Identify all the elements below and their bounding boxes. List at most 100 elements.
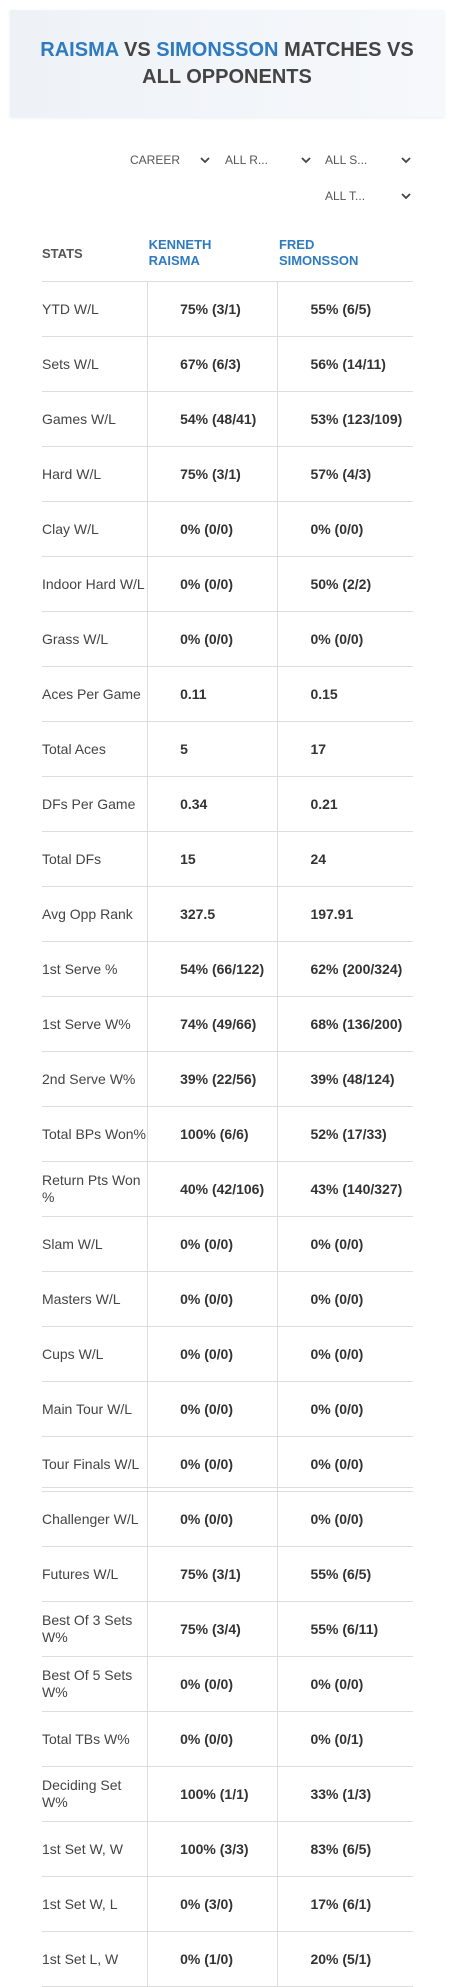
stat-row: 1st Serve % 54% (66/122) 62% (200/324): [42, 941, 413, 997]
stat-value: 0.15: [277, 666, 413, 722]
stat-label: Slam W/L: [42, 1216, 148, 1272]
title-part: MATCHES VS ALL OPPONENTS: [142, 38, 414, 88]
stat-value: 0% (0/0): [147, 611, 278, 667]
stat-label: Tour Finals W/L: [42, 1436, 148, 1492]
stat-label: Return Pts Won %: [42, 1161, 148, 1217]
filter-dropdown[interactable]: ALL S...: [325, 152, 411, 168]
stat-label: 1st Set W, W: [42, 1821, 148, 1877]
stat-label: Cups W/L: [42, 1326, 148, 1382]
stat-value: 83% (6/5): [277, 1821, 413, 1877]
stat-value: 57% (4/3): [277, 446, 413, 502]
stat-label: Sets W/L: [42, 336, 148, 392]
stat-row: Tour Finals W/L 0% (0/0) 0% (0/0): [42, 1436, 413, 1492]
stat-value: 0% (3/0): [147, 1876, 278, 1932]
stat-value: 55% (6/11): [277, 1601, 413, 1657]
stat-value: 17% (6/1): [277, 1876, 413, 1932]
stat-value: 40% (42/106): [147, 1161, 278, 1217]
stat-label: DFs Per Game: [42, 776, 148, 832]
stat-label: 2nd Serve W%: [42, 1051, 148, 1107]
stat-row: Games W/L 54% (48/41) 53% (123/109): [42, 391, 413, 447]
stat-label: 1st Set W, L: [42, 1876, 148, 1932]
stat-row: Aces Per Game 0.11 0.15: [42, 666, 413, 722]
stat-value: 75% (3/1): [147, 281, 278, 337]
column-header: STATS: [42, 225, 148, 282]
title-part: RAISMA: [40, 38, 119, 61]
header-card: RAISMA VS SIMONSSON MATCHES VS ALL OPPON…: [10, 10, 444, 117]
stat-value: 0% (0/0): [147, 1491, 278, 1547]
filter-label: CAREER: [130, 153, 181, 167]
stat-value: 0% (0/0): [277, 1491, 413, 1547]
stat-value: 67% (6/3): [147, 336, 278, 392]
stat-value: 0% (0/0): [147, 1436, 278, 1492]
stat-row: 1st Set W, L 0% (3/0) 17% (6/1): [42, 1876, 413, 1932]
stat-value: 0% (1/0): [147, 1931, 278, 1987]
stat-label: 1st Serve %: [42, 941, 148, 997]
stat-label: Deciding Set W%: [42, 1766, 148, 1822]
stat-value: 52% (17/33): [277, 1106, 413, 1162]
chevron: [200, 156, 210, 163]
stat-value: 0% (0/0): [147, 556, 278, 612]
stat-value: 0% (0/0): [277, 611, 413, 667]
stat-row: 1st Serve W% 74% (49/66) 68% (136/200): [42, 996, 413, 1052]
stat-value: 75% (3/1): [147, 1546, 278, 1602]
stat-row: Clay W/L 0% (0/0) 0% (0/0): [42, 501, 413, 557]
stat-value: 20% (5/1): [277, 1931, 413, 1987]
stat-label: Aces Per Game: [42, 666, 148, 722]
stat-value: 0.21: [277, 776, 413, 832]
stat-label: Total Aces: [42, 721, 148, 777]
stat-label: Best Of 5 Sets W%: [42, 1656, 148, 1712]
stat-label: 1st Set L, W: [42, 1931, 148, 1987]
filter-dropdown[interactable]: ALL T...: [325, 188, 411, 204]
stat-value: 0% (0/0): [277, 1656, 413, 1712]
stat-value: 55% (6/5): [277, 281, 413, 337]
stat-row: Masters W/L 0% (0/0) 0% (0/0): [42, 1271, 413, 1327]
stat-value: 43% (140/327): [277, 1161, 413, 1217]
stat-value: 0% (0/0): [147, 1656, 278, 1712]
stat-value: 197.91: [277, 886, 413, 942]
filter-dropdown[interactable]: CAREER: [130, 152, 210, 168]
stat-value: 0% (0/0): [277, 501, 413, 557]
filter-dropdown[interactable]: ALL R...: [225, 152, 311, 168]
stat-value: 100% (1/1): [147, 1766, 278, 1822]
stat-value: 68% (136/200): [277, 996, 413, 1052]
stat-row: Main Tour W/L 0% (0/0) 0% (0/0): [42, 1381, 413, 1437]
stat-value: 0% (0/0): [277, 1271, 413, 1327]
chevron: [401, 192, 411, 199]
stat-row: Avg Opp Rank 327.5 197.91: [42, 886, 413, 942]
stat-value: 0.34: [147, 776, 278, 832]
stat-row: Futures W/L 75% (3/1) 55% (6/5): [42, 1546, 413, 1602]
stat-label: Challenger W/L: [42, 1491, 148, 1547]
stat-value: 62% (200/324): [277, 941, 413, 997]
filter-label: ALL R...: [225, 153, 268, 167]
stat-value: 100% (6/6): [147, 1106, 278, 1162]
stat-label: Total DFs: [42, 831, 148, 887]
stat-row: Deciding Set W% 100% (1/1) 33% (1/3): [42, 1766, 413, 1822]
stat-row: DFs Per Game 0.34 0.21: [42, 776, 413, 832]
stat-value: 39% (48/124): [277, 1051, 413, 1107]
stat-row: 1st Set L, W 0% (1/0) 20% (5/1): [42, 1931, 413, 1987]
stat-label: YTD W/L: [42, 281, 148, 337]
stat-label: Grass W/L: [42, 611, 148, 667]
stat-row: Total DFs 15 24: [42, 831, 413, 887]
stat-label: 1st Serve W%: [42, 996, 148, 1052]
stat-value: 0% (0/0): [147, 1381, 278, 1437]
stat-row: Indoor Hard W/L 0% (0/0) 50% (2/2): [42, 556, 413, 612]
header-row: STATS KENNETH RAISMA FRED SIMONSSON: [42, 225, 413, 282]
stat-label: Clay W/L: [42, 501, 148, 557]
stat-value: 74% (49/66): [147, 996, 278, 1052]
page: RAISMA VS SIMONSSON MATCHES VS ALL OPPON…: [10, 10, 444, 1987]
stat-label: Total BPs Won%: [42, 1106, 148, 1162]
stats-table: STATS KENNETH RAISMA FRED SIMONSSON YTD W/L…: [42, 225, 413, 1987]
stat-label: Futures W/L: [42, 1546, 148, 1602]
stat-row: Best Of 5 Sets W% 0% (0/0) 0% (0/0): [42, 1656, 413, 1712]
stat-value: 0% (0/0): [277, 1326, 413, 1382]
stat-value: 75% (3/1): [147, 446, 278, 502]
title-part: VS: [124, 38, 151, 61]
chevron: [301, 156, 311, 163]
stat-value: 0% (0/1): [277, 1711, 413, 1767]
chevron: [401, 156, 411, 163]
stat-row: 1st Set W, W 100% (3/3) 83% (6/5): [42, 1821, 413, 1877]
stat-row: Slam W/L 0% (0/0) 0% (0/0): [42, 1216, 413, 1272]
stat-row: Total Aces 5 17: [42, 721, 413, 777]
stat-value: 100% (3/3): [147, 1821, 278, 1877]
